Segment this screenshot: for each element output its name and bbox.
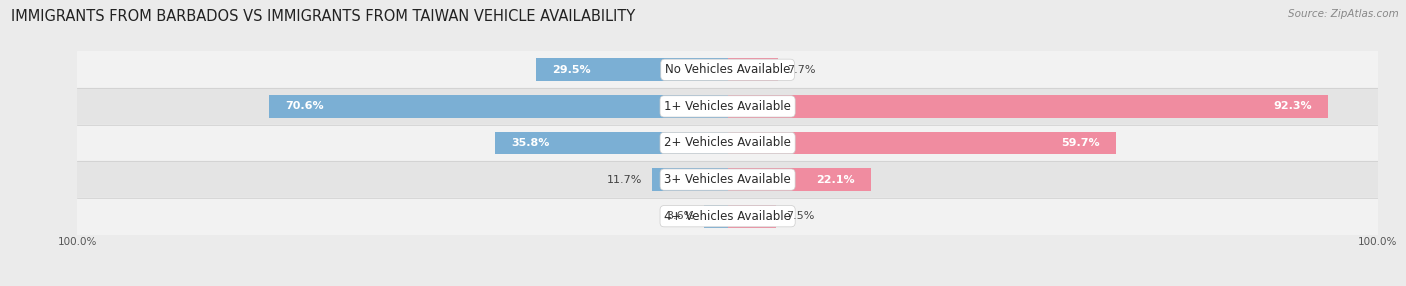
Text: No Vehicles Available: No Vehicles Available: [665, 63, 790, 76]
Text: Source: ZipAtlas.com: Source: ZipAtlas.com: [1288, 9, 1399, 19]
Bar: [728, 205, 776, 228]
Text: 3.6%: 3.6%: [666, 211, 695, 221]
Text: 2+ Vehicles Available: 2+ Vehicles Available: [664, 136, 792, 150]
Bar: [728, 95, 1327, 118]
Text: 29.5%: 29.5%: [553, 65, 591, 75]
Text: 1+ Vehicles Available: 1+ Vehicles Available: [664, 100, 792, 113]
Bar: [77, 88, 1378, 125]
Text: 59.7%: 59.7%: [1062, 138, 1099, 148]
Bar: [77, 161, 1378, 198]
Bar: [728, 168, 872, 191]
Bar: [536, 58, 728, 81]
Bar: [728, 132, 1116, 154]
Bar: [704, 205, 728, 228]
Bar: [269, 95, 728, 118]
Bar: [77, 51, 1378, 88]
Text: 92.3%: 92.3%: [1272, 102, 1312, 111]
Text: 7.5%: 7.5%: [786, 211, 814, 221]
Text: 35.8%: 35.8%: [510, 138, 550, 148]
Bar: [77, 198, 1378, 235]
Text: 22.1%: 22.1%: [817, 175, 855, 184]
Text: 3+ Vehicles Available: 3+ Vehicles Available: [664, 173, 792, 186]
Text: IMMIGRANTS FROM BARBADOS VS IMMIGRANTS FROM TAIWAN VEHICLE AVAILABILITY: IMMIGRANTS FROM BARBADOS VS IMMIGRANTS F…: [11, 9, 636, 23]
Text: 11.7%: 11.7%: [606, 175, 641, 184]
Bar: [651, 168, 728, 191]
Bar: [495, 132, 728, 154]
Bar: [77, 125, 1378, 161]
Bar: [728, 58, 778, 81]
Text: 7.7%: 7.7%: [787, 65, 815, 75]
Text: 70.6%: 70.6%: [285, 102, 323, 111]
Text: 4+ Vehicles Available: 4+ Vehicles Available: [664, 210, 792, 223]
